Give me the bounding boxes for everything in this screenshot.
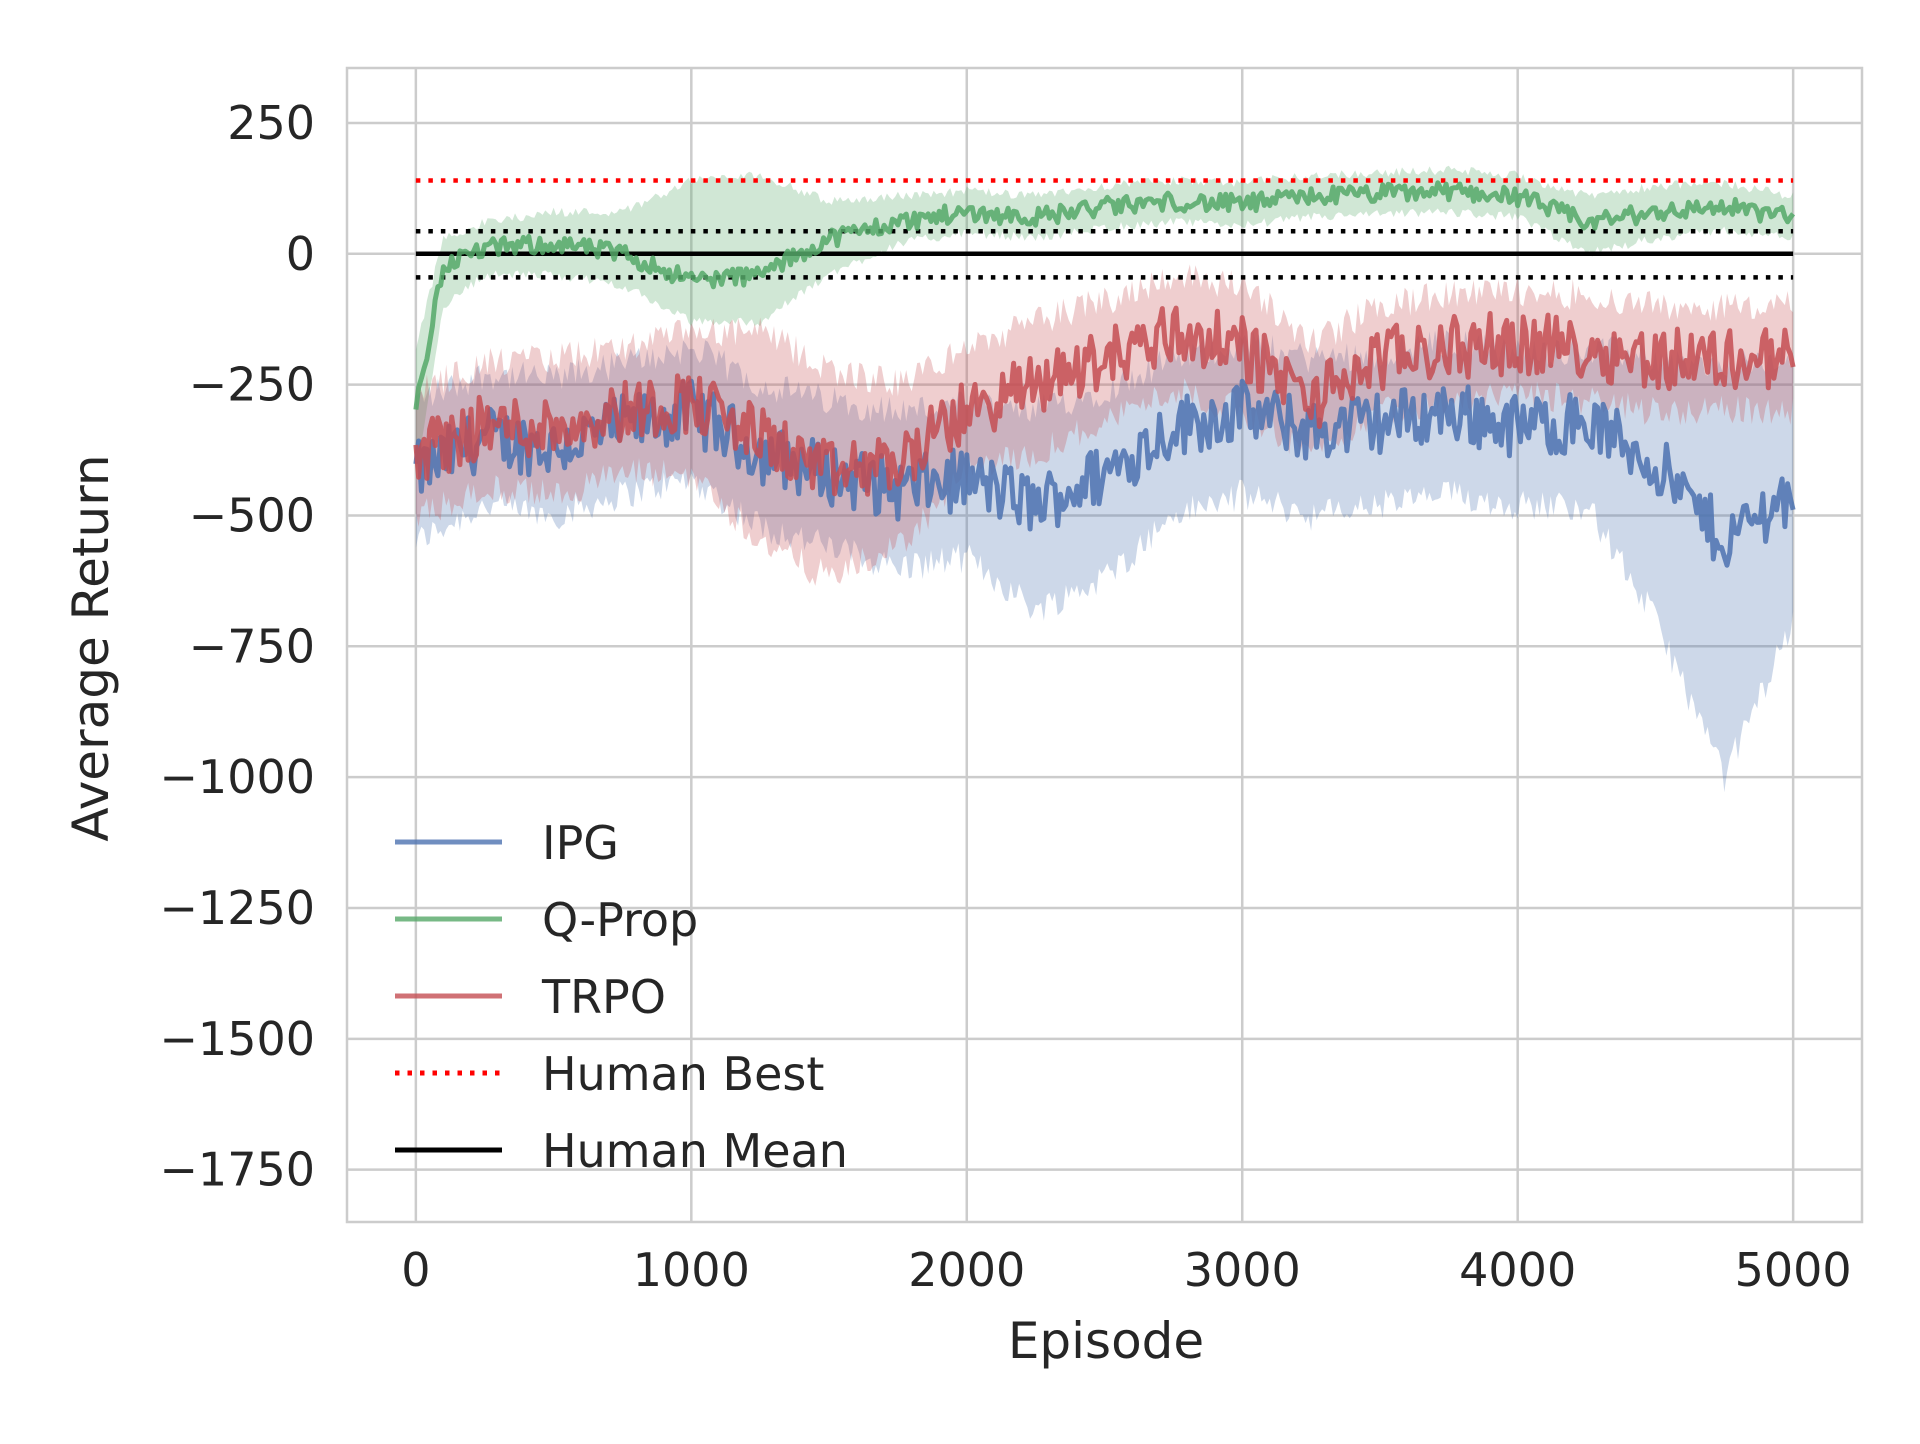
y-tick-label: −1000 bbox=[159, 750, 315, 804]
legend-label: Human Best bbox=[542, 1047, 824, 1101]
y-tick-label: 250 bbox=[227, 96, 315, 150]
series-lines bbox=[413, 180, 1796, 568]
y-tick-label: −1750 bbox=[159, 1143, 315, 1197]
y-tick-label: −750 bbox=[189, 619, 315, 673]
y-tick-label: −500 bbox=[189, 488, 315, 542]
line-q-prop bbox=[413, 180, 1796, 410]
x-tick-label: 2000 bbox=[908, 1243, 1025, 1297]
y-tick-label: −1500 bbox=[159, 1012, 315, 1066]
x-tick-label: 3000 bbox=[1184, 1243, 1301, 1297]
legend-label: Q-Prop bbox=[542, 893, 698, 947]
x-tick-label: 4000 bbox=[1459, 1243, 1576, 1297]
band-q-prop bbox=[415, 165, 1794, 470]
x-tick-label: 0 bbox=[401, 1243, 430, 1297]
legend-label: IPG bbox=[542, 816, 619, 870]
y-axis-label: Average Return bbox=[62, 454, 120, 841]
legend-label: Human Mean bbox=[542, 1124, 848, 1178]
plot-frame bbox=[345, 66, 1864, 1224]
y-tick-label: 0 bbox=[286, 227, 315, 281]
legend-label: TRPO bbox=[541, 970, 666, 1024]
x-tick-label: 1000 bbox=[633, 1243, 750, 1297]
line-trpo bbox=[413, 305, 1796, 497]
tick-labels: 0 1000 2000 3000 4000 5000 250 0 −250 −500 −750 −10… bbox=[159, 96, 1851, 1297]
x-tick-label: 5000 bbox=[1735, 1243, 1852, 1297]
y-tick-label: −1250 bbox=[159, 881, 315, 935]
reference-lines bbox=[415, 178, 1794, 280]
x-axis-label: Episode bbox=[1008, 1312, 1204, 1370]
y-tick-label: −250 bbox=[189, 358, 315, 412]
legend: IPG Q-Prop TRPO Human Best Human Mean bbox=[395, 816, 848, 1178]
